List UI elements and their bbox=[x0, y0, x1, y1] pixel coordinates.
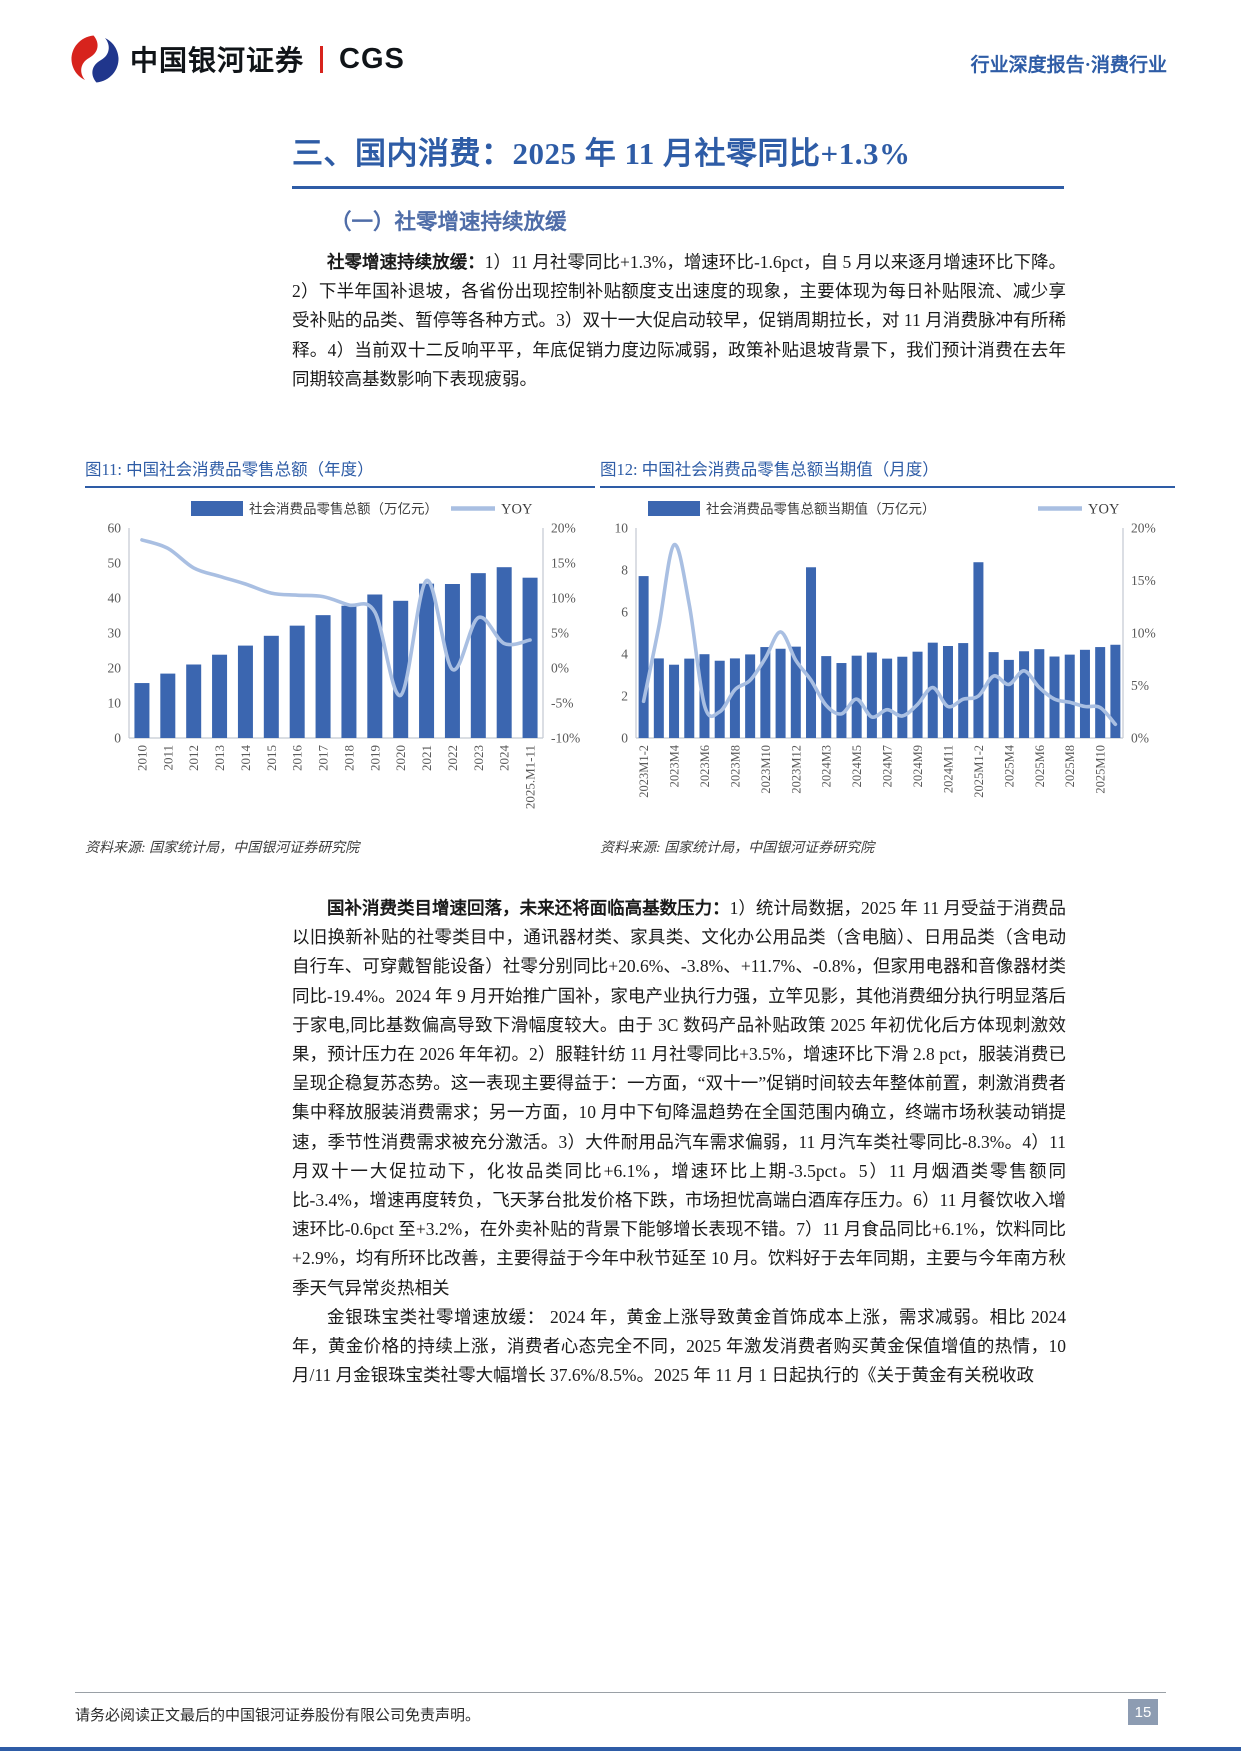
svg-text:10: 10 bbox=[108, 696, 122, 711]
svg-text:2025M8: 2025M8 bbox=[1063, 745, 1077, 787]
svg-text:2025.M1-11: 2025.M1-11 bbox=[523, 745, 538, 809]
svg-text:20%: 20% bbox=[551, 521, 576, 536]
body-text-block: 国补消费类目增速回落，未来还将面临高基数压力：1）统计局数据，2025 年 11… bbox=[292, 894, 1066, 1390]
svg-text:2019: 2019 bbox=[367, 745, 382, 771]
figure-source: 资料来源: 国家统计局，中国银河证券研究院 bbox=[600, 841, 875, 856]
svg-text:10: 10 bbox=[615, 521, 629, 536]
svg-text:YOY: YOY bbox=[501, 502, 533, 518]
svg-text:2023M1-2: 2023M1-2 bbox=[637, 745, 651, 798]
svg-text:2024M11: 2024M11 bbox=[941, 745, 955, 793]
section-title: 三、国内消费：2025 年 11 月社零同比+1.3% bbox=[292, 136, 911, 171]
svg-text:20: 20 bbox=[108, 661, 122, 676]
svg-text:社会消费品零售总额（万亿元）: 社会消费品零售总额（万亿元） bbox=[249, 502, 438, 517]
paragraph-lead: 国补消费类目增速回落，未来还将面临高基数压力： bbox=[327, 898, 730, 918]
report-type-label: 行业深度报告·消费行业 bbox=[970, 55, 1167, 76]
svg-text:8: 8 bbox=[621, 563, 628, 578]
svg-text:0%: 0% bbox=[551, 661, 569, 676]
section-title-rule bbox=[292, 186, 1064, 189]
figure-title-rule bbox=[600, 486, 1175, 488]
svg-text:2024M3: 2024M3 bbox=[820, 745, 834, 787]
page-number-badge: 15 bbox=[1128, 1699, 1158, 1725]
svg-text:50: 50 bbox=[108, 556, 122, 571]
svg-text:2021: 2021 bbox=[419, 745, 434, 771]
header-logo: 中国银河证券 CGS bbox=[70, 34, 405, 84]
svg-text:10%: 10% bbox=[1131, 626, 1156, 641]
footer-disclaimer: 请务必阅读正文最后的中国银河证券股份有限公司免责声明。 bbox=[75, 1708, 481, 1724]
svg-text:15%: 15% bbox=[551, 556, 576, 571]
svg-text:10%: 10% bbox=[551, 591, 576, 606]
svg-text:2023M12: 2023M12 bbox=[789, 745, 803, 794]
svg-text:-10%: -10% bbox=[551, 731, 580, 746]
svg-text:2024: 2024 bbox=[497, 745, 512, 772]
svg-text:4: 4 bbox=[621, 647, 628, 662]
svg-text:2025M1-2: 2025M1-2 bbox=[972, 745, 986, 798]
svg-text:2025M6: 2025M6 bbox=[1033, 745, 1047, 787]
svg-text:2012: 2012 bbox=[186, 745, 201, 771]
svg-text:2015: 2015 bbox=[264, 745, 279, 771]
paragraph-text: 1）11 月社零同比+1.3%，增速环比-1.6pct，自 5 月以来逐月增速环… bbox=[292, 252, 1066, 389]
figure-source: 资料来源: 国家统计局，中国银河证券研究院 bbox=[85, 841, 360, 856]
svg-text:15%: 15% bbox=[1131, 573, 1156, 588]
svg-text:60: 60 bbox=[108, 521, 122, 536]
figure-title-rule bbox=[85, 486, 595, 488]
logo-text-cn: 中国银河证券 bbox=[130, 45, 305, 76]
svg-text:2020: 2020 bbox=[393, 745, 408, 771]
svg-text:2011: 2011 bbox=[160, 745, 175, 771]
svg-text:0%: 0% bbox=[1131, 731, 1149, 746]
svg-text:5%: 5% bbox=[1131, 678, 1149, 693]
svg-text:2025M10: 2025M10 bbox=[1094, 745, 1108, 794]
svg-text:2: 2 bbox=[621, 689, 628, 704]
figure-title: 图12: 中国社会消费品零售总额当期值（月度） bbox=[600, 460, 939, 479]
svg-text:2023M6: 2023M6 bbox=[698, 745, 712, 787]
svg-text:2016: 2016 bbox=[290, 745, 305, 772]
paragraph-lead: 金银珠宝类社零增速放缓： bbox=[327, 1306, 545, 1327]
svg-text:社会消费品零售总额当期值（万亿元）: 社会消费品零售总额当期值（万亿元） bbox=[706, 502, 936, 517]
svg-text:2024M9: 2024M9 bbox=[911, 745, 925, 787]
svg-text:20%: 20% bbox=[1131, 521, 1156, 536]
svg-text:-5%: -5% bbox=[551, 696, 574, 711]
svg-text:2025M4: 2025M4 bbox=[1002, 744, 1016, 787]
logo-text-en: CGS bbox=[339, 42, 405, 75]
svg-text:2017: 2017 bbox=[316, 745, 331, 772]
svg-text:2010: 2010 bbox=[134, 745, 149, 771]
paragraph-retail-slowdown: 社零增速持续放缓：1）11 月社零同比+1.3%，增速环比-1.6pct，自 5… bbox=[292, 248, 1066, 394]
annual-retail-chart: 0 10 20 30 40 50 60 -10% -5% 0% 5% 10% 15% 20% 2010 201… bbox=[108, 501, 580, 809]
svg-text:5%: 5% bbox=[551, 626, 569, 641]
galaxy-swirl-logo-icon bbox=[70, 34, 120, 84]
paragraph-gold-jewelry: 金银珠宝类社零增速放缓： 2024 年，黄金上涨导致黄金首饰成本上涨，需求减弱。… bbox=[292, 1303, 1066, 1391]
svg-text:0: 0 bbox=[114, 731, 121, 746]
svg-text:2014: 2014 bbox=[238, 745, 253, 772]
figure-monthly-retail: 图12: 中国社会消费品零售总额当期值（月度） 0 2 4 6 8 10 0% 5% 10% 15… bbox=[600, 456, 1175, 857]
paragraph-lead: 社零增速持续放缓： bbox=[327, 252, 485, 272]
svg-text:2023M8: 2023M8 bbox=[728, 745, 742, 787]
svg-text:30: 30 bbox=[108, 626, 122, 641]
svg-text:2023M4: 2023M4 bbox=[668, 744, 682, 787]
svg-text:2018: 2018 bbox=[341, 745, 356, 771]
logo-divider bbox=[320, 45, 324, 73]
svg-text:2022: 2022 bbox=[445, 745, 460, 771]
svg-text:6: 6 bbox=[621, 605, 628, 620]
section-subtitle: （一）社零增速持续放缓 bbox=[330, 210, 567, 234]
svg-text:0: 0 bbox=[621, 731, 628, 746]
svg-text:2013: 2013 bbox=[212, 745, 227, 771]
figure-annual-retail: 图11: 中国社会消费品零售总额（年度） 0 10 20 30 40 50 60 -10% -5… bbox=[85, 456, 595, 857]
svg-text:2023: 2023 bbox=[471, 745, 486, 771]
svg-text:40: 40 bbox=[108, 591, 122, 606]
monthly-retail-chart: 0 2 4 6 8 10 0% 5% 10% 15% 20% 2023M1-2 2023M4 2023M6… bbox=[615, 501, 1156, 798]
footer-accent-line bbox=[0, 1747, 1241, 1751]
paragraph-subsidy-categories: 国补消费类目增速回落，未来还将面临高基数压力：1）统计局数据，2025 年 11… bbox=[292, 894, 1066, 1303]
svg-text:2023M10: 2023M10 bbox=[759, 745, 773, 794]
footer-rule bbox=[75, 1692, 1166, 1693]
paragraph-text: 1）统计局数据，2025 年 11 月受益于消费品以旧换新补贴的社零类目中，通讯… bbox=[292, 898, 1066, 1298]
paragraph-text: 2024 年，黄金上涨导致黄金首饰成本上涨，需求减弱。相比 2024 年，黄金价… bbox=[292, 1306, 1067, 1386]
svg-text:2024M5: 2024M5 bbox=[850, 745, 864, 787]
figure-title: 图11: 中国社会消费品零售总额（年度） bbox=[85, 460, 374, 479]
svg-text:YOY: YOY bbox=[1088, 502, 1120, 518]
svg-text:2024M7: 2024M7 bbox=[881, 745, 895, 787]
